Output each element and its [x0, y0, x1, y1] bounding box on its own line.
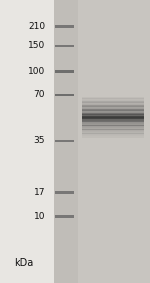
Bar	[82, 119, 144, 120]
Bar	[55, 140, 74, 142]
Text: 150: 150	[28, 41, 45, 50]
Text: kDa: kDa	[14, 258, 34, 268]
Bar	[82, 104, 144, 106]
Bar	[82, 120, 144, 122]
Text: 10: 10	[33, 212, 45, 221]
Bar	[82, 127, 144, 128]
Bar	[82, 110, 144, 112]
Bar	[55, 25, 74, 28]
Bar	[82, 115, 144, 116]
Bar	[82, 108, 144, 110]
Bar	[54, 0, 78, 283]
Bar	[82, 101, 144, 103]
Bar	[82, 112, 144, 114]
Bar	[54, 0, 150, 283]
Bar	[82, 123, 144, 125]
Bar	[82, 135, 144, 136]
Bar	[55, 70, 74, 72]
Bar	[82, 121, 144, 123]
Text: 210: 210	[28, 22, 45, 31]
Text: 70: 70	[33, 90, 45, 99]
Text: 100: 100	[28, 67, 45, 76]
Bar	[82, 132, 144, 134]
Bar	[82, 106, 144, 108]
Bar	[82, 105, 144, 107]
Bar	[82, 116, 144, 118]
Bar	[82, 124, 144, 126]
Bar	[82, 116, 144, 119]
Bar	[82, 98, 144, 100]
Bar	[82, 133, 144, 135]
Bar	[82, 114, 144, 121]
Bar	[82, 117, 144, 119]
Bar	[82, 100, 144, 102]
Bar	[55, 215, 74, 218]
Bar	[82, 97, 144, 99]
Bar	[82, 129, 144, 131]
Bar	[82, 102, 144, 104]
Bar	[82, 109, 144, 111]
Bar	[82, 113, 144, 115]
Text: 35: 35	[33, 136, 45, 145]
Bar	[55, 93, 74, 96]
Bar	[82, 136, 144, 138]
Bar	[82, 125, 144, 127]
Bar	[82, 128, 144, 130]
Bar	[55, 44, 74, 47]
Bar	[82, 130, 144, 132]
Bar	[55, 191, 74, 194]
Text: 17: 17	[33, 188, 45, 197]
